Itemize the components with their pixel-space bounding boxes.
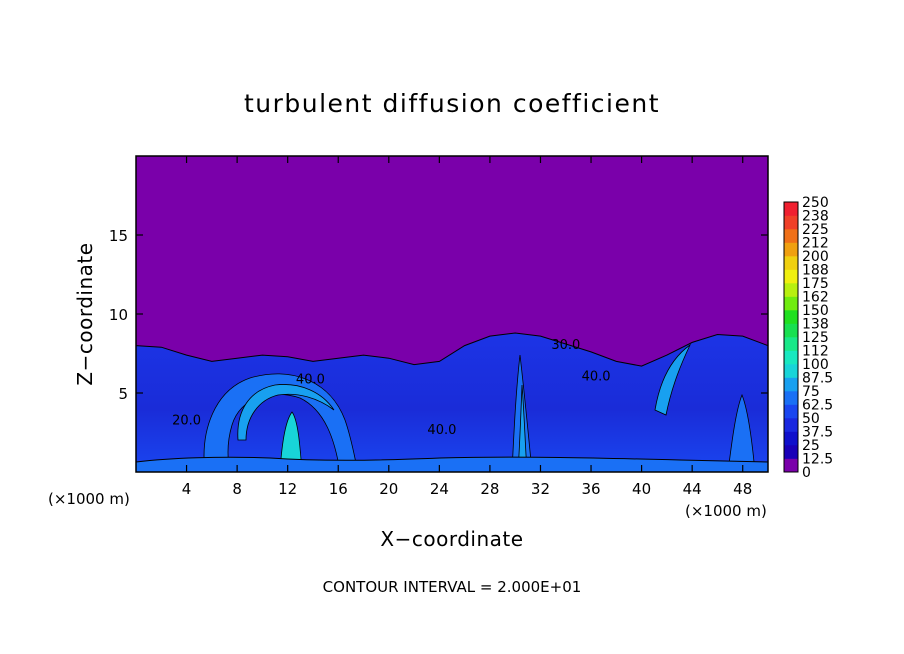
colorbar-tick-label: 100	[802, 357, 829, 373]
chart-title: turbulent diffusion coefficient	[244, 89, 660, 118]
colorbar-segment	[784, 269, 798, 284]
contour-label: 40.0	[582, 369, 611, 384]
colorbar-frame	[783, 201, 799, 473]
x-tick-label: 16	[329, 480, 348, 498]
x-tick-label: 40	[632, 480, 651, 498]
colorbar-tick-label: 62.5	[802, 398, 833, 414]
colorbar-segment	[784, 323, 798, 338]
x-tick-label: 48	[733, 480, 752, 498]
plume-left-core	[279, 411, 303, 472]
colorbar-tick-label: 162	[802, 290, 829, 306]
plume-right	[727, 393, 756, 472]
y-tick-label: 10	[109, 306, 128, 324]
colorbar-tick-label: 75	[802, 384, 820, 400]
colorbar-tick-label: 175	[802, 276, 829, 292]
colorbar-segment	[784, 310, 798, 324]
colorbar-segment	[784, 391, 798, 405]
x-tick-label: 4	[182, 480, 192, 498]
colorbar-segment	[784, 242, 798, 257]
colorbar-tick-label: 225	[802, 222, 829, 238]
x-tick-label: 44	[683, 480, 702, 498]
colorbar-segment	[784, 445, 798, 459]
colorbar-segment	[784, 377, 798, 392]
colorbar-tick-label: 250	[802, 195, 829, 211]
colorbar-segment	[784, 215, 798, 230]
colorbar-segment	[784, 256, 798, 270]
x-tick-label: 28	[480, 480, 499, 498]
colorbar-segment	[784, 202, 798, 216]
plume-left-arc	[237, 384, 335, 441]
plot-field: 40.0 40.0 40.0 30.0 20.0	[136, 332, 768, 472]
x-tick-label: 20	[379, 480, 398, 498]
colorbar-tick-label: 238	[802, 209, 829, 225]
colorbar-tick-label: 188	[802, 263, 829, 279]
colorbar-tick-label: 50	[802, 411, 820, 427]
y-axis-ticks: 5 10 15	[109, 227, 768, 403]
y-tick-label: 15	[109, 227, 128, 245]
colorbar: 012.52537.55062.57587.510011212513815016…	[783, 195, 833, 481]
colorbar-segment	[784, 350, 798, 365]
colorbar-tick-label: 25	[802, 438, 820, 454]
plume-center-core	[517, 384, 528, 472]
colorbar-tick-label: 150	[802, 303, 829, 319]
colorbar-tick-label: 138	[802, 317, 829, 333]
x-axis-title: X−coordinate	[380, 527, 523, 551]
x-unit-right: (×1000 m)	[685, 502, 767, 520]
colorbar-segment	[784, 364, 798, 378]
x-tick-label: 32	[531, 480, 550, 498]
contour-label: 30.0	[551, 338, 580, 353]
colorbar-segment	[784, 337, 798, 351]
colorbar-segment	[784, 431, 798, 446]
colorbar-segment	[784, 404, 798, 419]
colorbar-tick-label: 200	[802, 249, 829, 265]
colorbar-segment	[784, 229, 798, 243]
x-unit-left: (×1000 m)	[48, 490, 130, 508]
colorbar-tick-label: 37.5	[802, 425, 833, 441]
plume-right-band	[654, 344, 691, 416]
colorbar-tick-label: 87.5	[802, 371, 833, 387]
colorbar-tick-label: 125	[802, 330, 829, 346]
y-axis-title: Z−coordinate	[73, 242, 97, 385]
colorbar-segment	[784, 418, 798, 432]
x-tick-label: 24	[430, 480, 449, 498]
colorbar-tick-label: 212	[802, 236, 829, 252]
colorbar-segment	[784, 296, 798, 311]
contour-label: 40.0	[427, 423, 456, 438]
colorbar-tick-label: 12.5	[802, 452, 833, 468]
colorbar-segment	[784, 458, 798, 473]
contour-interval-note: CONTOUR INTERVAL = 2.000E+01	[323, 578, 582, 596]
colorbar-tick-label: 0	[802, 465, 811, 481]
contour-label: 20.0	[172, 414, 201, 429]
y-tick-label: 5	[118, 385, 128, 403]
surface-layer	[136, 456, 768, 472]
x-tick-label: 12	[278, 480, 297, 498]
contour-label: 40.0	[296, 373, 325, 388]
colorbar-segment	[784, 283, 798, 297]
x-tick-label: 8	[232, 480, 242, 498]
x-axis-ticks: 4 8 12 16 20 24 28 32 36 40 44 48	[182, 156, 752, 498]
x-tick-label: 36	[581, 480, 600, 498]
colorbar-tick-label: 112	[802, 344, 829, 360]
